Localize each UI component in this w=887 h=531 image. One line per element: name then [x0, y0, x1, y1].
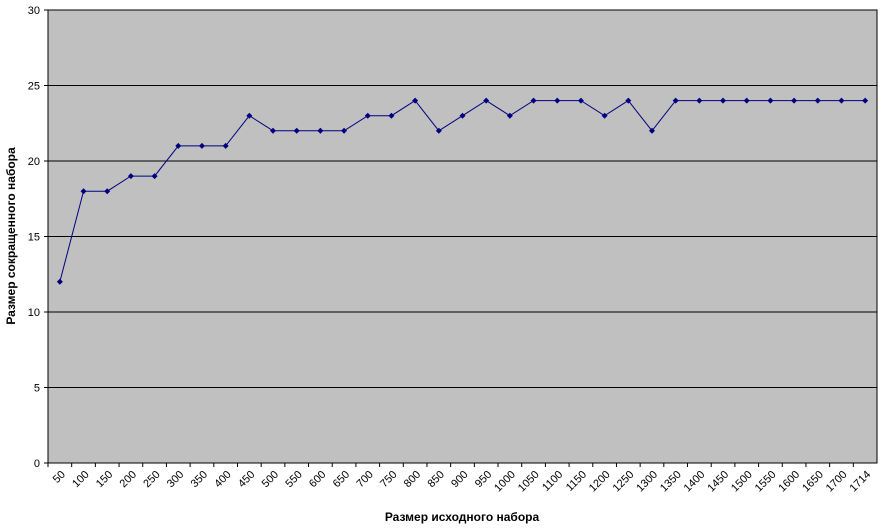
marker	[814, 97, 821, 104]
marker	[791, 97, 798, 104]
x-tick-label: 900	[449, 469, 470, 490]
marker	[577, 97, 584, 104]
marker	[127, 173, 134, 180]
marker	[151, 173, 158, 180]
marker	[648, 127, 655, 134]
x-tick-label: 850	[425, 469, 446, 490]
x-tick-label: 1350	[658, 469, 684, 495]
marker	[483, 97, 490, 104]
x-tick-label: 1714	[847, 469, 873, 495]
x-tick-label: 1700	[824, 469, 850, 495]
marker	[246, 112, 253, 119]
y-tick-label: 30	[28, 5, 40, 17]
marker	[696, 97, 703, 104]
x-tick-label: 1650	[800, 469, 826, 495]
x-tick-label: 300	[165, 469, 186, 490]
y-tick-label: 20	[28, 156, 40, 168]
x-tick-label: 350	[189, 469, 210, 490]
marker	[530, 97, 537, 104]
marker	[625, 97, 632, 104]
x-tick-label: 1200	[587, 469, 613, 495]
y-tick-label: 5	[34, 383, 40, 395]
marker	[341, 127, 348, 134]
marker	[270, 127, 277, 134]
marker	[720, 97, 727, 104]
marker	[364, 112, 371, 119]
x-tick-label: 1000	[492, 469, 518, 495]
x-tick-label: 650	[331, 469, 352, 490]
x-tick-label: 750	[378, 469, 399, 490]
x-tick-label: 1100	[540, 469, 565, 494]
marker	[198, 142, 205, 149]
x-tick-label: 250	[141, 469, 162, 490]
x-tick-label: 200	[118, 469, 139, 490]
marker	[838, 97, 845, 104]
marker	[104, 188, 111, 195]
x-tick-label: 500	[260, 469, 281, 490]
marker	[862, 97, 869, 104]
marker	[222, 142, 229, 149]
x-tick-label: 1550	[753, 469, 779, 495]
marker	[767, 97, 774, 104]
x-tick-label: 150	[94, 469, 115, 490]
marker	[554, 97, 561, 104]
marker	[175, 142, 182, 149]
marker	[388, 112, 395, 119]
x-tick-label: 700	[354, 469, 375, 490]
y-tick-label: 10	[28, 307, 40, 319]
x-tick-label: 450	[236, 469, 257, 490]
marker	[435, 127, 442, 134]
x-tick-label: 950	[473, 469, 494, 490]
x-tick-label: 1050	[516, 469, 542, 495]
marker	[459, 112, 466, 119]
y-tick-label: 25	[28, 81, 40, 93]
x-tick-label: 600	[307, 469, 328, 490]
marker	[317, 127, 324, 134]
x-tick-label: 1150	[564, 469, 589, 494]
x-tick-label: 1600	[776, 469, 802, 495]
x-tick-label: 800	[402, 469, 423, 490]
x-tick-label: 1450	[705, 469, 731, 495]
marker	[743, 97, 750, 104]
y-tick-label: 0	[34, 458, 40, 470]
x-tick-label: 100	[70, 469, 91, 490]
x-tick-label: 400	[212, 469, 233, 490]
y-axis-title: Размер сокращенного набора	[4, 147, 18, 325]
marker	[56, 278, 63, 285]
x-tick-label: 550	[283, 469, 304, 490]
x-axis-title: Размер исходного набора	[385, 510, 540, 524]
marker	[80, 188, 87, 195]
x-tick-label: 1500	[729, 469, 755, 495]
marker	[293, 127, 300, 134]
marker	[601, 112, 608, 119]
marker	[412, 97, 419, 104]
marker	[672, 97, 679, 104]
x-tick-label: 1400	[682, 469, 708, 495]
x-tick-label: 50	[51, 469, 68, 486]
y-tick-label: 15	[28, 232, 40, 244]
x-tick-label: 1300	[634, 469, 660, 495]
x-tick-label: 1250	[611, 469, 637, 495]
marker	[506, 112, 513, 119]
